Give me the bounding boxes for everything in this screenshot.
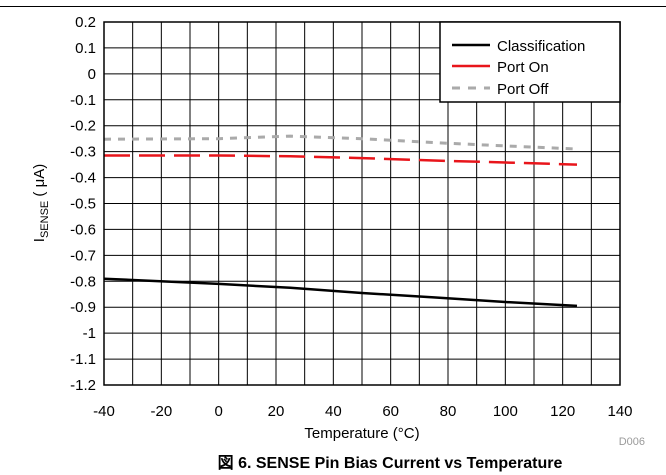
x-tick-label: 0 <box>214 403 222 420</box>
y-tick-label: -1.1 <box>70 351 96 368</box>
y-tick-label: -0.8 <box>70 273 96 290</box>
y-tick-label: -0.7 <box>70 247 96 264</box>
x-tick-label: 20 <box>268 403 285 420</box>
series-line-classification <box>103 277 578 308</box>
y-tick-label: -0.5 <box>70 196 96 213</box>
x-tick-label: 140 <box>607 403 632 420</box>
y-tick-label: 0 <box>88 66 96 83</box>
plot-frame <box>103 21 621 386</box>
y-tick-label: -0.4 <box>70 170 96 187</box>
x-tick-label: 100 <box>493 403 518 420</box>
y-tick-label: -0.9 <box>70 299 96 316</box>
y-tick-label: -0.3 <box>70 144 96 161</box>
y-tick-label: -0.6 <box>70 221 96 238</box>
y-axis-title-sub: SENSE <box>39 201 51 238</box>
x-tick-label: 60 <box>382 403 399 420</box>
series-line-port-on <box>104 154 578 166</box>
series-line-port-off <box>103 134 578 151</box>
y-tick-labels: 0.2 0.1 0 -0.1 -0.2 -0.3 -0.4 -0.5 -0.6 -0.7 -0.8 -… <box>70 14 96 394</box>
y-axis-title-main: I <box>31 238 48 242</box>
figure-caption: 図 6. SENSE Pin Bias Current vs Temperatu… <box>218 454 563 472</box>
y-axis-title: ISENSE ( μA) <box>31 164 51 242</box>
legend-label-port-off: Port Off <box>497 81 549 98</box>
x-axis-title: Temperature (°C) <box>304 425 419 442</box>
x-tick-label: -40 <box>93 403 115 420</box>
x-tick-label: 120 <box>550 403 575 420</box>
y-tick-label: -1 <box>83 325 96 342</box>
x-tick-label: -20 <box>150 403 172 420</box>
x-tick-label: 80 <box>440 403 457 420</box>
y-tick-label: -0.2 <box>70 118 96 135</box>
figure-id: D006 <box>619 436 645 448</box>
x-tick-labels: -40 -20 0 20 40 60 80 100 120 140 <box>93 403 632 420</box>
y-tick-label: -0.1 <box>70 92 96 109</box>
legend-label-classification: Classification <box>497 38 585 55</box>
y-tick-label: 0.1 <box>75 40 96 57</box>
y-tick-label: 0.2 <box>75 14 96 31</box>
x-tick-label: 40 <box>325 403 342 420</box>
y-axis-title-unit: ( μA) <box>31 164 48 201</box>
series-group <box>103 134 578 308</box>
legend: Classification Port On Port Off <box>439 21 621 103</box>
legend-label-port-on: Port On <box>497 59 549 76</box>
y-tick-label: -1.2 <box>70 377 96 394</box>
